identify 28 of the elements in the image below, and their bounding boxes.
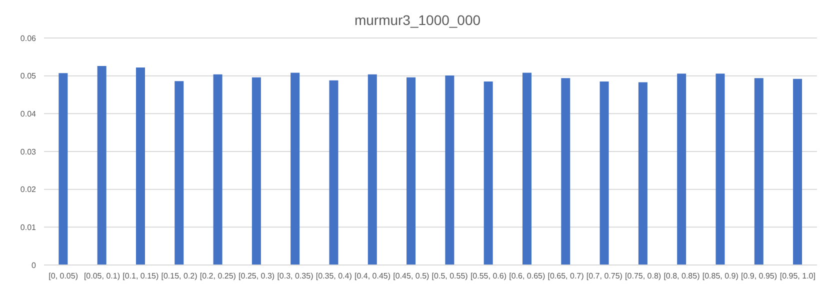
x-tick-label: [0.65, 0.7) xyxy=(548,272,584,281)
x-tick-label: [0.5, 0.55) xyxy=(432,272,468,281)
x-tick-label: [0.9, 0.95) xyxy=(741,272,778,281)
y-tick-label: 0.06 xyxy=(20,34,37,43)
x-tick-label: [0.8, 0.85) xyxy=(664,272,700,281)
y-tick-label: 0 xyxy=(32,260,37,270)
x-tick-label: [0.45, 0.5) xyxy=(393,272,430,281)
x-tick-label: [0.95, 1.0] xyxy=(780,272,816,281)
chart-title: murmur3_1000_000 xyxy=(353,11,482,30)
y-tick-label: 0.03 xyxy=(20,147,37,156)
y-tick-label: 0.02 xyxy=(20,185,37,194)
y-tick-label: 0.01 xyxy=(20,223,37,232)
x-tick-label: [0.4, 0.45) xyxy=(354,272,391,281)
x-tick-label: [0.05, 0.1) xyxy=(84,272,120,281)
x-tick-label: [0, 0.05) xyxy=(48,272,78,281)
x-tick-label: [0.2, 0.25) xyxy=(200,272,236,281)
x-tick-label: [0.7, 0.75) xyxy=(586,272,623,281)
x-tick-label: [0.55, 0.6) xyxy=(470,272,507,281)
x-tick-label: [0.15, 0.2) xyxy=(161,272,198,281)
x-tick-label: [0.75, 0.8) xyxy=(625,272,662,281)
x-tick-label: [0.35, 0.4) xyxy=(316,272,352,281)
x-tick-label: [0.25, 0.3) xyxy=(238,272,275,281)
x-tick-label: [0.1, 0.15) xyxy=(122,272,159,281)
y-tick-label: 0.04 xyxy=(20,110,37,119)
y-tick-label: 0.05 xyxy=(20,72,37,81)
x-tick-label: [0.6, 0.65) xyxy=(509,272,546,281)
x-tick-label: [0.3, 0.35) xyxy=(277,272,314,281)
x-tick-label: [0.85, 0.9) xyxy=(702,272,739,281)
